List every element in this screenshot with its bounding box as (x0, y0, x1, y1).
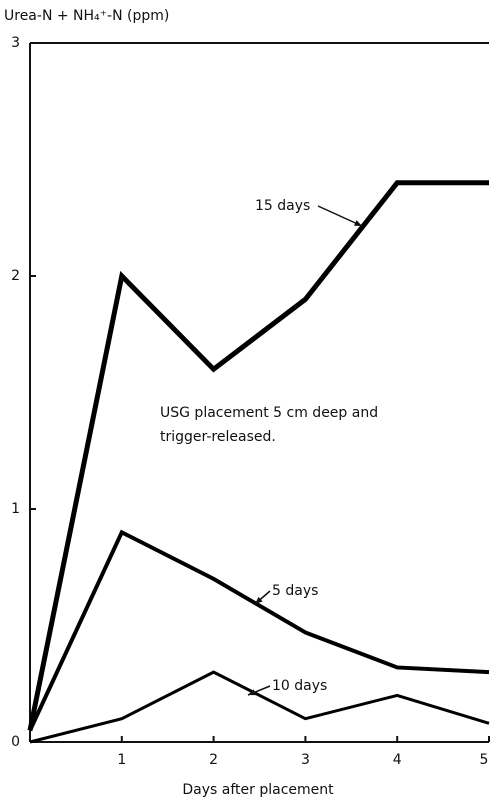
x-axis-label: Days after placement (182, 782, 334, 798)
series-line (28, 529, 490, 732)
x-tick-label: 5 (480, 752, 489, 768)
annotation: trigger-released. (160, 429, 276, 445)
x-tick-label: 2 (209, 752, 218, 768)
y-tick-label: 2 (11, 268, 20, 284)
series-label: 5 days (272, 583, 318, 599)
arrow-head (248, 689, 256, 696)
y-axis-label: Urea-N + NH₄⁺-N (ppm) (4, 8, 169, 24)
series-label: 15 days (255, 198, 310, 214)
x-tick-label: 1 (117, 752, 126, 768)
y-tick-label: 3 (11, 35, 20, 51)
series-label: 10 days (272, 678, 327, 694)
series-line (27, 180, 489, 731)
series-line (29, 670, 490, 744)
arrow-head (354, 220, 362, 226)
arrow-head (255, 596, 263, 604)
annotation: USG placement 5 cm deep and (160, 405, 378, 421)
y-tick-label: 0 (11, 734, 20, 750)
y-tick-label: 1 (11, 501, 20, 517)
x-tick-label: 4 (393, 752, 402, 768)
label-arrow (317, 205, 363, 227)
x-tick-label: 3 (301, 752, 310, 768)
